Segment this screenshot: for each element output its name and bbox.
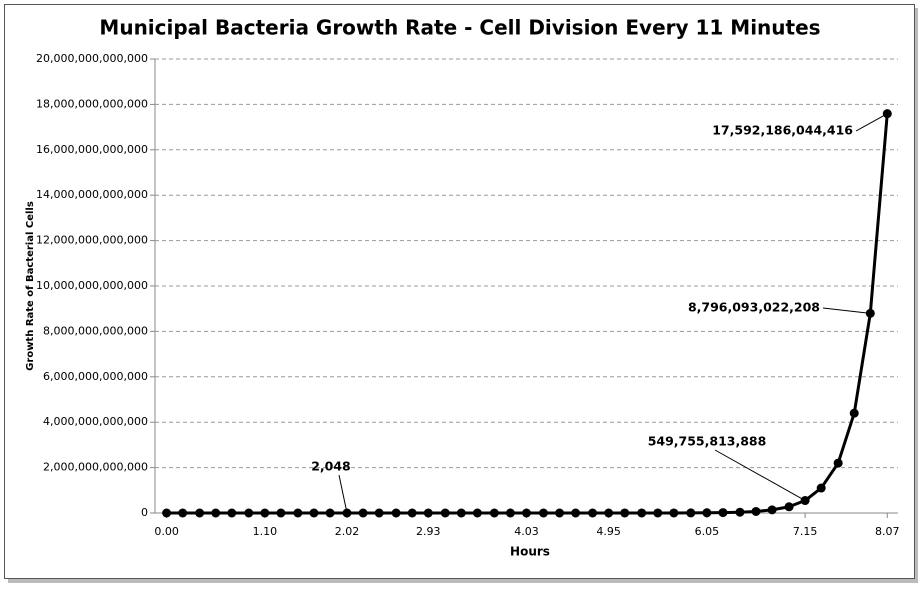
data-point (816, 483, 826, 493)
x-tick-label: 8.07 (875, 525, 900, 538)
data-point (637, 508, 647, 518)
data-point (440, 508, 450, 518)
data-point (735, 507, 745, 517)
data-point (407, 508, 417, 518)
x-tick-label: 4.95 (596, 525, 621, 538)
data-label: 17,592,186,044,416 (712, 123, 853, 138)
data-point (374, 508, 384, 518)
y-tick-label: 18,000,000,000,000 (36, 97, 148, 110)
data-point (391, 508, 401, 518)
x-tick-label: 2.02 (335, 525, 360, 538)
y-tick-label: 10,000,000,000,000 (36, 279, 148, 292)
x-axis-title: Hours (510, 545, 550, 559)
y-tick-label: 6,000,000,000,000 (43, 370, 148, 383)
data-label: 549,755,813,888 (648, 434, 767, 449)
data-point (718, 508, 728, 518)
y-tick-label: 14,000,000,000,000 (36, 188, 148, 201)
y-tick-label: 16,000,000,000,000 (36, 143, 148, 156)
data-point (423, 508, 433, 518)
y-tick-label: 0 (141, 506, 148, 519)
data-point (276, 508, 286, 518)
y-tick-label: 12,000,000,000,000 (36, 234, 148, 247)
y-tick-label: 2,000,000,000,000 (43, 461, 148, 474)
data-point (244, 508, 254, 518)
data-point (571, 508, 581, 518)
data-point (522, 508, 531, 518)
leader-line (822, 307, 871, 314)
data-point (505, 508, 515, 518)
data-point (162, 508, 172, 518)
data-point (195, 508, 205, 518)
chart-border (4, 4, 915, 579)
leader-line (714, 449, 806, 501)
data-point (669, 508, 679, 518)
data-point (309, 508, 319, 518)
data-point (849, 408, 859, 418)
data-point (358, 508, 368, 518)
data-point (702, 508, 712, 518)
data-point (767, 505, 777, 515)
data-point (211, 508, 221, 518)
data-point (456, 508, 466, 518)
x-tick-label: 0.00 (154, 525, 179, 538)
data-point (604, 508, 614, 518)
data-point (588, 508, 598, 518)
chart-title: Municipal Bacteria Growth Rate - Cell Di… (99, 16, 820, 40)
data-point (325, 508, 335, 518)
data-point (293, 508, 303, 518)
data-point (489, 508, 499, 518)
y-tick-label: 20,000,000,000,000 (36, 52, 148, 65)
data-point (472, 508, 482, 518)
data-point (538, 508, 548, 518)
data-point (784, 502, 794, 512)
x-tick-label: 2.93 (416, 525, 441, 538)
data-point (620, 508, 630, 518)
data-point (260, 508, 270, 518)
leader-line (338, 474, 348, 514)
y-axis-title: Growth Rate of Bacterial Cells (25, 201, 36, 371)
y-tick-label: 4,000,000,000,000 (43, 415, 148, 428)
x-tick-label: 7.15 (793, 525, 818, 538)
data-point (227, 508, 237, 518)
data-label: 2,048 (311, 459, 351, 474)
leader-line (855, 113, 888, 132)
data-point (686, 508, 696, 518)
data-point (178, 508, 188, 518)
data-point (751, 506, 761, 516)
data-label: 8,796,093,022,208 (688, 300, 820, 315)
data-point (555, 508, 565, 518)
x-tick-label: 4.03 (514, 525, 539, 538)
data-point (653, 508, 663, 518)
y-tick-label: 8,000,000,000,000 (43, 324, 148, 337)
x-tick-label: 6.05 (695, 525, 720, 538)
x-tick-label: 1.10 (253, 525, 278, 538)
data-point (833, 458, 843, 468)
